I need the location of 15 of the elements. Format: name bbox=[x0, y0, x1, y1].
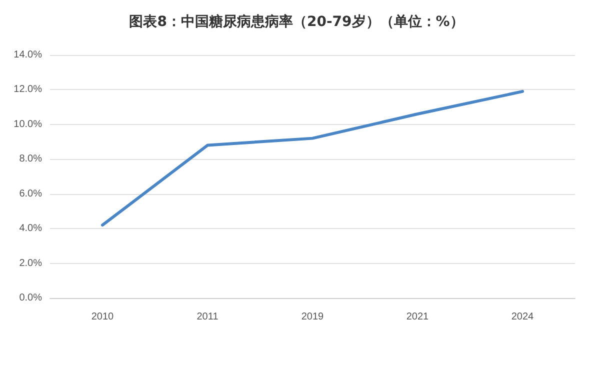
x-tick-label: 2024 bbox=[511, 312, 534, 322]
chart-title: 图表8：中国糖尿病患病率（20-79岁）（单位：%） bbox=[129, 13, 464, 30]
x-tick-label: 2019 bbox=[301, 312, 324, 322]
y-tick-label: 8.0% bbox=[19, 154, 42, 165]
y-tick-label: 6.0% bbox=[19, 188, 42, 200]
y-tick-label: 4.0% bbox=[19, 223, 42, 234]
y-tick-label: 10.0% bbox=[14, 118, 42, 130]
y-tick-label: 14.0% bbox=[14, 50, 42, 60]
y-tick-label: 0.0% bbox=[19, 292, 42, 304]
x-tick-label: 2021 bbox=[406, 312, 430, 322]
x-tick-label: 2011 bbox=[196, 312, 219, 322]
y-tick-label: 12.0% bbox=[14, 84, 42, 96]
y-tick-label: 2.0% bbox=[19, 258, 42, 269]
line-series bbox=[101, 90, 524, 227]
x-tick-label: 2010 bbox=[91, 312, 114, 322]
